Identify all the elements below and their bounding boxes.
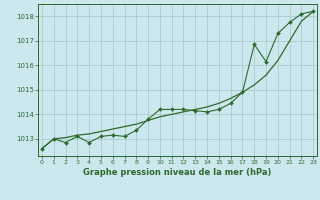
X-axis label: Graphe pression niveau de la mer (hPa): Graphe pression niveau de la mer (hPa) (84, 168, 272, 177)
